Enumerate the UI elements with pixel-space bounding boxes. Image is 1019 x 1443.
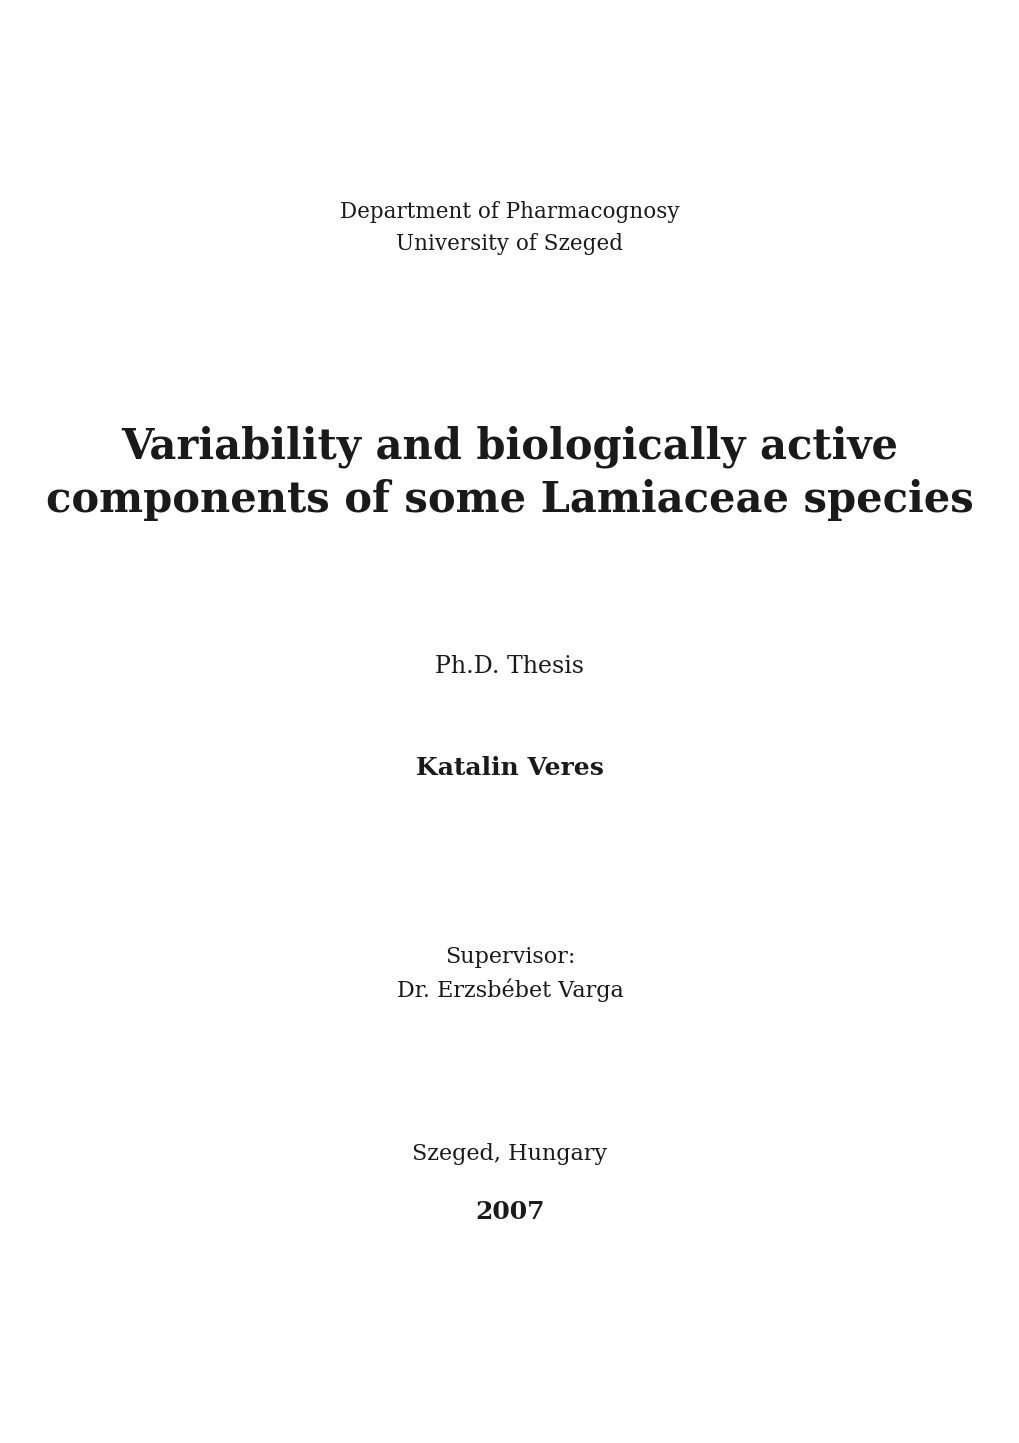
- Text: 2007: 2007: [475, 1201, 544, 1224]
- Text: Szeged, Hungary: Szeged, Hungary: [412, 1143, 607, 1166]
- Text: Ph.D. Thesis: Ph.D. Thesis: [435, 655, 584, 678]
- Text: Variability and biologically active
components of some Lamiaceae species: Variability and biologically active comp…: [46, 426, 973, 521]
- Text: Katalin Veres: Katalin Veres: [416, 756, 603, 779]
- Text: Department of Pharmacognosy
University of Szeged: Department of Pharmacognosy University o…: [340, 201, 679, 255]
- Text: Supervisor:
Dr. Erzsbébet Varga: Supervisor: Dr. Erzsbébet Varga: [396, 945, 623, 1003]
